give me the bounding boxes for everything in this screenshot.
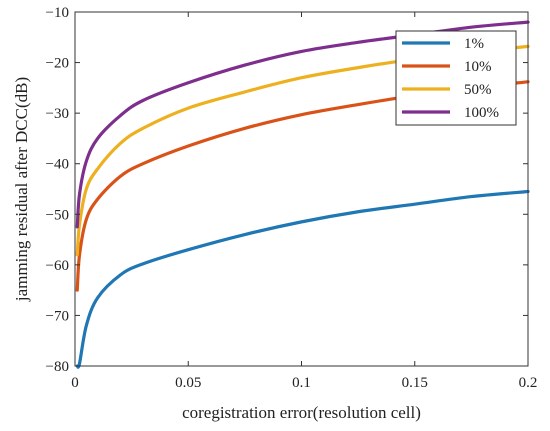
x-tick-label: 0.2	[519, 375, 538, 391]
y-tick-label: −20	[46, 56, 69, 72]
x-tick-label: 0.1	[292, 375, 311, 391]
y-axis-label: jamming residual after DCC(dB)	[12, 77, 31, 302]
x-tick-label: 0	[71, 375, 79, 391]
legend-label: 1%	[464, 36, 484, 52]
y-tick-label: −10	[46, 5, 69, 21]
y-tick-label: −30	[46, 106, 69, 122]
legend-label: 50%	[464, 82, 492, 98]
legend-label: 10%	[464, 59, 492, 75]
series-line-1pct	[75, 189, 530, 369]
y-tick-label: −50	[46, 207, 69, 223]
x-tick-label: 0.05	[175, 375, 201, 391]
y-tick-label: −80	[46, 359, 69, 375]
x-tick-label: 0.15	[402, 375, 428, 391]
legend-box	[395, 30, 517, 126]
x-axis: 0 0.05 0.1 0.15 0.2	[71, 12, 537, 391]
legend-label: 100%	[464, 105, 499, 121]
y-tick-label: −70	[46, 308, 69, 324]
y-tick-label: −60	[46, 258, 69, 274]
x-axis-label: coregistration error(resolution cell)	[182, 403, 421, 422]
y-tick-label: −40	[46, 157, 69, 173]
y-axis: −80 −70 −60 −50 −40 −30 −20 −10	[46, 5, 528, 375]
legend: 1% 10% 50% 100%	[395, 30, 517, 126]
